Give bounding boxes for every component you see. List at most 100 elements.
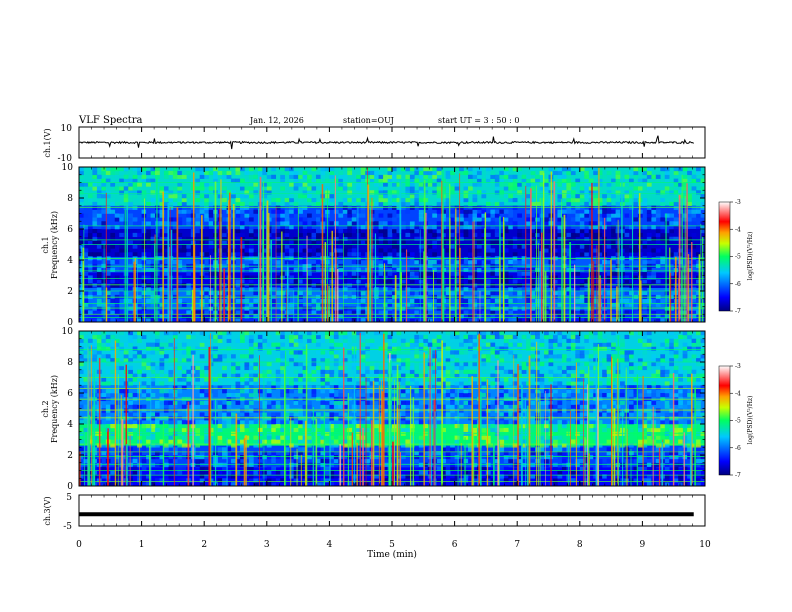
spectrogram-cell [92,302,98,307]
spectrogram-cell [163,431,169,436]
spectrogram-cell [235,381,241,386]
spectrogram-cell [669,291,674,296]
spectrogram-cell [222,404,227,409]
spectrogram-cell [333,298,339,303]
spectrogram-cell [356,271,361,276]
spectrogram-cell [226,178,232,183]
spectrogram-cell [396,404,402,409]
spectrogram-cell [503,194,509,199]
spectrogram-cell [557,232,563,238]
spectrogram-cell [168,358,174,363]
spectrogram-cell [105,170,111,176]
spectrogram-cell [593,194,598,199]
spectrogram-cell [195,205,201,210]
spectrogram-cell [275,217,281,222]
spectrogram-cell [87,400,93,405]
spectrogram-cell [284,201,290,207]
spectrogram-cell [146,431,151,436]
spectrogram-cell [611,236,616,241]
spectrogram-cell [248,346,254,351]
spectrogram-cell [651,271,657,276]
spectrogram-cell [79,474,84,479]
spectrogram-cell [155,167,160,172]
spectrogram-cell [253,267,259,272]
spectrogram-cell [374,447,379,452]
spectrogram-cell [96,194,102,199]
spectrogram-cell [427,225,433,230]
spectrogram-cell [163,198,169,203]
spectrogram-cell [678,236,683,241]
spectrogram-cell [177,248,183,253]
spectrogram-cell [83,182,89,187]
spectrogram-cell [324,458,330,464]
spectrogram-cell [177,342,183,347]
spectrogram-cell [293,291,299,296]
spectrogram-cell [450,267,455,272]
spectrogram-cell [405,318,411,323]
spectrogram-cell [329,455,335,460]
spectrogram-cell [333,178,339,183]
spectrogram-cell [333,416,339,421]
spectrogram-cell [374,424,379,429]
spectrogram-cell [338,205,344,210]
spectrogram-cell [181,404,187,409]
spectrogram-cell [311,365,317,371]
spectrogram-cell [405,198,411,203]
spectrogram-cell [481,232,487,238]
spectrogram-cell [329,424,335,429]
spectrogram-cell [333,447,339,452]
spectrogram-cell [356,252,361,257]
spectrogram-cell [378,186,384,191]
spectrogram-cell [570,170,576,176]
spectrogram-cell [414,225,420,230]
spectrogram-cell [222,205,227,210]
spectrogram-cell [374,455,379,460]
spectrogram-cell [566,287,572,292]
spectrogram-cell [132,451,138,456]
spectrogram-cell [137,267,142,272]
spectrogram-cell [79,362,84,367]
spectrogram-cell [266,350,272,355]
spectrogram-cell [137,287,142,292]
spectrogram-cell [508,198,514,203]
spectrogram-cell [289,194,294,199]
spectrogram-cell [141,209,147,214]
spectrogram-cell [566,267,572,272]
spectrogram-cell [284,229,290,234]
spectrogram-cell [539,182,545,187]
spectrogram-cell [396,412,402,417]
spectrogram-cell [262,271,268,276]
spectrogram-cell [356,362,361,367]
spectrogram-cell [119,362,125,367]
spectrogram-cell [257,167,263,172]
spectrogram-cell [199,400,205,405]
spectrogram-cell [159,213,165,218]
spectrogram-cell [436,244,442,249]
spectrogram-cell [275,470,281,475]
spectrogram-cell [150,362,156,367]
spectrogram-cell [177,279,183,284]
spectrogram-cell [611,283,616,288]
spectrogram-cell [275,232,281,238]
spectrogram-cell [87,358,93,363]
spectrogram-cell [351,252,357,257]
spectrogram-cell [315,232,321,238]
spectrogram-cell [503,198,509,203]
spectrogram-cell [432,232,438,238]
spectrogram-cell [311,167,317,172]
spectrogram-cell [611,232,616,238]
spectrogram-cell [172,170,178,176]
spectrogram-cell [146,244,151,249]
spectrogram-cell [132,447,138,452]
spectrogram-cell [307,455,312,460]
spectrogram-cell [450,252,455,257]
spectrogram-cell [114,439,120,444]
spectrogram-cell [356,267,361,272]
spectrogram-cell [628,291,634,296]
spectrogram-cell [315,318,321,323]
spectrogram-cell [168,205,174,210]
spectrogram-cell [186,291,192,296]
spectrogram-cell [248,229,254,234]
spectrogram-cell [159,334,165,340]
spectrogram-cell [266,170,272,176]
